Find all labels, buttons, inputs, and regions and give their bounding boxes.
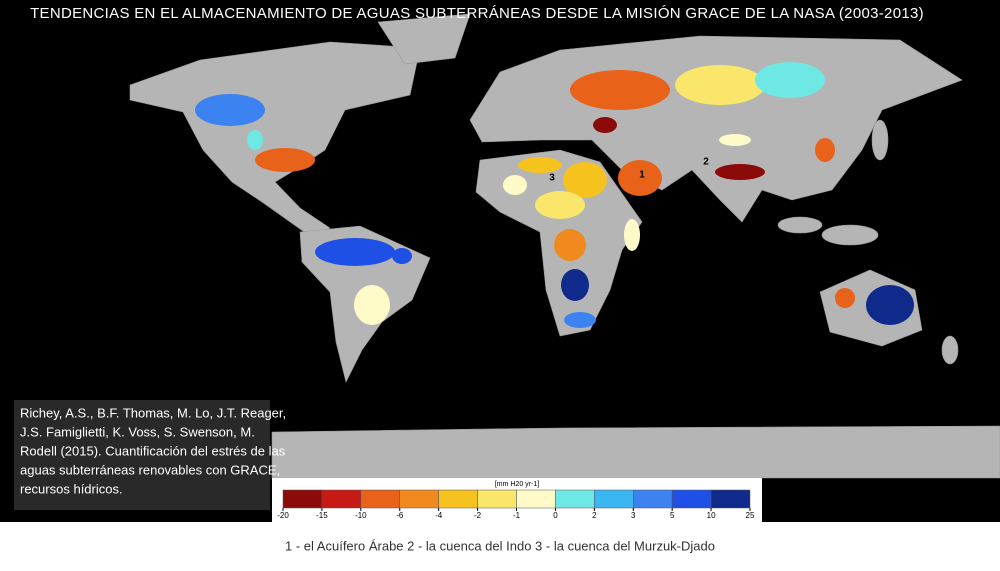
greenland <box>377 13 471 65</box>
caption: 1 - el Acuífero Árabe 2 - la cuenca del … <box>285 538 715 553</box>
citation-line: Richey, A.S., B.F. Thomas, M. Lo, J.T. R… <box>20 405 286 420</box>
citation-line: aguas subterráneas renovables con GRACE, <box>20 462 280 477</box>
colorbar-swatch <box>516 489 556 509</box>
colorbar-swatch <box>360 489 401 509</box>
title: TENDENCIAS EN EL ALMACENAMIENTO DE AGUAS… <box>30 5 924 22</box>
citation: Richey, A.S., B.F. Thomas, M. Lo, J.T. R… <box>20 405 286 496</box>
basin <box>570 70 670 110</box>
colorbar-swatch <box>399 489 439 509</box>
basin-marker: 2 <box>703 157 709 168</box>
island <box>871 119 889 161</box>
colorbar-tick-label: 3 <box>631 511 636 520</box>
colorbar-swatch <box>633 489 673 509</box>
citation-box <box>14 400 270 510</box>
colorbar-swatch <box>594 489 634 509</box>
colorbar-swatch <box>438 489 478 509</box>
basin <box>815 138 835 162</box>
colorbar-swatch <box>282 489 323 509</box>
citation-line: J.S. Famiglietti, K. Voss, S. Swenson, M… <box>20 424 255 439</box>
basin <box>835 288 855 308</box>
colorbar-tick-label: -2 <box>474 511 482 520</box>
basin <box>315 238 395 266</box>
basin <box>715 164 765 180</box>
basin <box>354 285 390 325</box>
colorbar-tick-label: -10 <box>355 511 367 520</box>
basin <box>593 117 617 133</box>
basin <box>392 248 412 264</box>
colorbar: -20 -15 -10 -6 -4 -2 -1 0 2 3 5 10 25 <box>277 489 755 520</box>
colorbar-tick-label: 5 <box>670 511 675 520</box>
basin <box>255 148 315 172</box>
island <box>777 216 823 234</box>
island <box>941 335 959 365</box>
basin <box>719 134 751 146</box>
colorbar-swatch <box>555 489 595 509</box>
colorbar-tick-label: 0 <box>553 511 558 520</box>
colorbar-tick-label: -4 <box>435 511 443 520</box>
basin <box>624 219 640 251</box>
antarctica <box>271 425 1000 479</box>
basin <box>866 285 914 325</box>
colorbar-tick-label: -6 <box>396 511 404 520</box>
citation-line: recursos hídricos. <box>20 481 123 496</box>
colorbar-tick-label: -20 <box>277 511 289 520</box>
colorbar-swatch <box>321 489 362 509</box>
basin <box>563 162 607 198</box>
basin <box>618 160 662 196</box>
colorbar-tick-label: 2 <box>592 511 597 520</box>
basin <box>518 157 562 173</box>
colorbar-tick-label: -1 <box>513 511 521 520</box>
basin <box>564 312 596 328</box>
colorbar-swatch <box>710 489 751 509</box>
basin <box>675 65 765 105</box>
island <box>821 224 879 246</box>
basin <box>195 94 265 126</box>
basin <box>247 130 263 150</box>
basin <box>755 62 825 98</box>
basin-marker: 1 <box>639 170 645 181</box>
citation-line: Rodell (2015). Cuantificación del estrés… <box>20 443 286 458</box>
basin <box>554 229 586 261</box>
colorbar-swatch <box>477 489 517 509</box>
basin <box>503 175 527 195</box>
basin <box>561 269 589 301</box>
basin-marker: 3 <box>549 173 555 184</box>
colorbar-tick-label: -15 <box>316 511 328 520</box>
aquifer-basins <box>195 62 914 328</box>
basin <box>535 191 585 219</box>
colorbar-swatch <box>671 489 712 509</box>
colorbar-tick-label: 10 <box>707 511 716 520</box>
colorbar-tick-label: 25 <box>746 511 755 520</box>
legend-unit: [mm H20 yr-1] <box>495 481 539 488</box>
